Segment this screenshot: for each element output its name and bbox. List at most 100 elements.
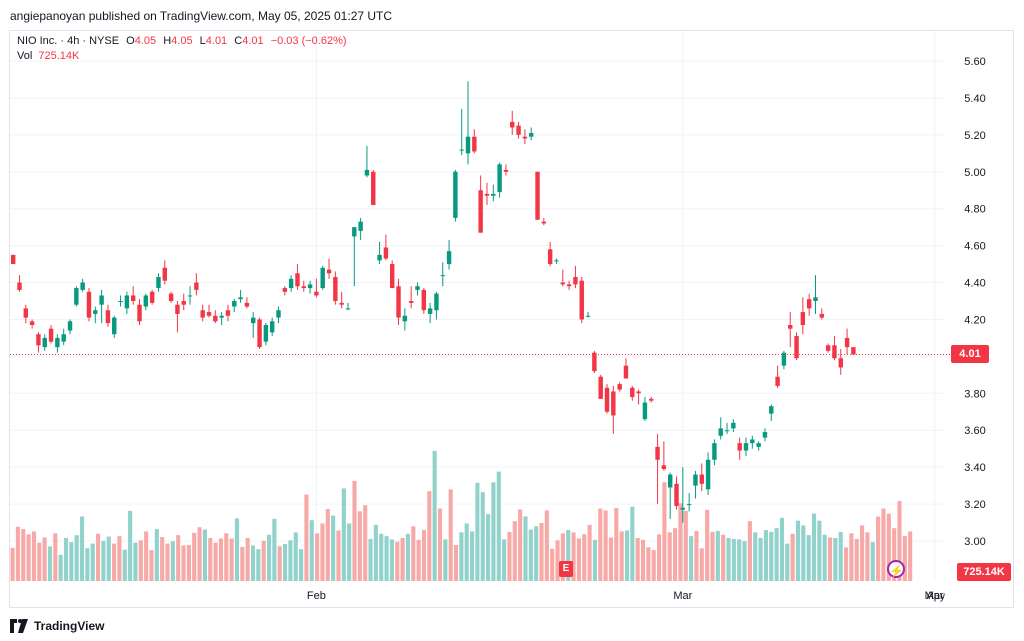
volume-bar — [336, 530, 341, 581]
volume-bar — [149, 550, 154, 581]
candle-body — [579, 280, 584, 320]
volume-bar — [453, 544, 459, 581]
x-tick-label: Apr — [926, 590, 943, 602]
x-tick-label: May — [925, 590, 946, 602]
candle-body — [251, 317, 256, 324]
volume-bar — [624, 530, 630, 581]
candle-body — [762, 432, 768, 438]
volume-bar — [128, 510, 133, 581]
candle-body — [48, 328, 54, 342]
volume-bar — [592, 539, 598, 581]
candle-body — [510, 121, 515, 128]
candle-body — [358, 221, 363, 231]
candle-body — [617, 384, 622, 390]
candle-body — [686, 504, 692, 506]
volume-bar — [683, 510, 688, 581]
volume-bar — [539, 523, 544, 581]
candle-body — [295, 273, 300, 287]
volume-bar — [865, 532, 870, 581]
candle-body — [535, 171, 540, 220]
candle-body — [851, 347, 856, 355]
volume-bar — [608, 537, 614, 581]
volume-bar — [47, 546, 53, 581]
volume-bar — [10, 547, 15, 581]
volume-bar — [507, 531, 512, 581]
volume-bar — [411, 526, 416, 581]
high-value: 4.05 — [171, 35, 193, 47]
candle-body — [623, 365, 629, 379]
volume-bar — [427, 491, 432, 581]
volume-bar — [437, 508, 443, 581]
candle-body — [194, 282, 199, 290]
candle-body — [680, 507, 686, 510]
candle-body — [642, 402, 648, 420]
candle-body — [143, 295, 149, 307]
low-label: L — [199, 35, 206, 47]
y-tick-label: 5.20 — [964, 130, 985, 142]
volume-bar — [795, 520, 801, 581]
candle-body — [655, 446, 660, 460]
y-tick-label: 3.00 — [964, 536, 985, 548]
y-tick-label: 5.00 — [964, 167, 985, 179]
volume-bar — [811, 513, 817, 581]
volume-bar — [384, 536, 389, 581]
candle-body — [219, 315, 224, 318]
volume-bar — [673, 528, 678, 581]
candle-body — [377, 254, 382, 261]
volume-bar — [849, 533, 854, 581]
candle-body — [99, 295, 104, 305]
volume-bar — [491, 482, 496, 581]
candle-body — [61, 334, 66, 342]
volume-bar — [598, 508, 603, 581]
lightning-icon[interactable]: ⚡ — [887, 560, 905, 578]
candle-body — [611, 391, 616, 416]
volume-bar — [560, 533, 565, 581]
candle-body — [282, 288, 288, 292]
candle-body — [503, 169, 509, 172]
candle-body — [478, 190, 483, 233]
candle-body — [661, 465, 667, 469]
candle-body — [465, 136, 471, 154]
candle-body — [17, 282, 22, 290]
candle-body — [244, 302, 250, 307]
chart-frame[interactable] — [9, 30, 1014, 608]
volume-bar — [726, 537, 731, 581]
candle-body — [769, 406, 774, 414]
candle-body — [339, 302, 344, 305]
volume-bar — [133, 542, 138, 581]
candle-body — [743, 443, 749, 451]
candle-body — [415, 286, 420, 290]
volume-bar — [469, 531, 475, 581]
volume-bar — [886, 513, 891, 581]
volume-bar — [443, 539, 448, 581]
candle-body — [453, 171, 458, 218]
volume-bar — [459, 532, 464, 581]
volume-bar — [897, 501, 902, 581]
volume-bar — [694, 530, 699, 581]
volume-bar — [646, 547, 651, 581]
volume-bar — [170, 541, 175, 581]
volume-bar — [208, 537, 213, 581]
candle-body — [516, 125, 521, 135]
candle-body — [181, 301, 186, 305]
volume-bar — [421, 530, 427, 581]
candle-body — [427, 308, 433, 314]
volume-bar — [881, 508, 886, 581]
candle-body — [200, 310, 205, 318]
volume-bar — [79, 516, 85, 581]
candle-body — [149, 291, 155, 303]
volume-bar — [202, 529, 207, 581]
volume-bar — [63, 537, 69, 581]
x-tick-label: Mar — [673, 590, 692, 602]
candle-body — [10, 254, 16, 265]
candle-body — [705, 459, 711, 490]
candle-body — [832, 345, 837, 359]
volume-bar — [512, 521, 517, 581]
volume-bar — [213, 542, 218, 581]
volume-bar — [309, 520, 314, 581]
candle-body — [396, 286, 401, 318]
volume-bar — [763, 530, 768, 581]
earnings-event-marker[interactable]: E — [559, 561, 573, 577]
volume-bar — [176, 535, 181, 581]
